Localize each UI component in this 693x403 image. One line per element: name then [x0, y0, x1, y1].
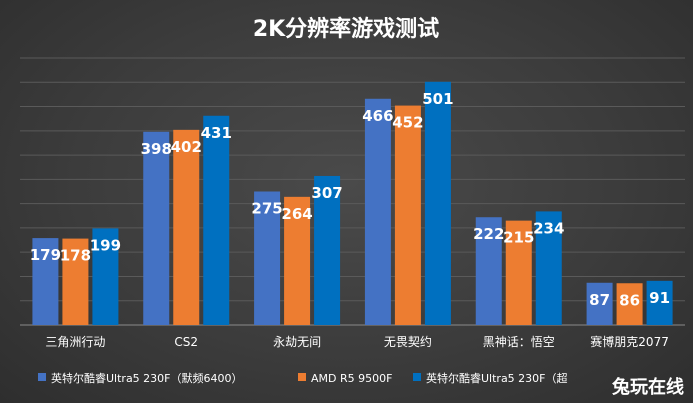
bar: [254, 191, 281, 325]
bar: [505, 220, 532, 325]
bar: [586, 282, 613, 325]
bar: [475, 217, 502, 325]
bar: [616, 283, 643, 325]
data-label: 87: [589, 291, 610, 309]
category-label: 无畏契约: [384, 334, 432, 349]
legend-label: 英特尔酷睿Ultra5 230F（超: [426, 371, 568, 385]
bar: [314, 175, 341, 325]
data-label: 199: [90, 236, 121, 254]
bar: [203, 115, 230, 325]
data-label: 307: [311, 184, 342, 202]
category-label: 永劫无间: [273, 335, 321, 349]
bar: [394, 105, 421, 325]
data-label: 275: [251, 200, 282, 218]
data-label: 91: [649, 289, 670, 307]
bar: [424, 81, 451, 326]
bars: [32, 81, 673, 326]
data-label: 234: [533, 219, 564, 237]
bar: [535, 211, 562, 325]
legend-swatch: [413, 373, 421, 381]
data-label: 398: [141, 140, 172, 158]
category-label: 三角洲行动: [45, 335, 105, 349]
data-label: 178: [60, 247, 91, 265]
bar: [143, 131, 170, 325]
legend: 英特尔酷睿Ultra5 230F（默频6400） AMD R5 9500F 英特尔酷…: [38, 371, 568, 385]
legend-label: 英特尔酷睿Ultra5 230F（默频6400）: [51, 371, 243, 385]
category-label: 黑神话：悟空: [483, 334, 555, 349]
bar: [646, 280, 673, 325]
data-label: 501: [422, 90, 453, 108]
grid-lines: [20, 57, 685, 326]
legend-swatch: [38, 373, 46, 381]
data-label: 215: [503, 229, 534, 247]
chart-title: 2K分辨率游戏测试: [253, 16, 439, 42]
bar: [173, 129, 200, 325]
bar: [92, 228, 119, 325]
data-labels: 1791781993984024312752643074664525012222…: [30, 90, 670, 309]
legend-swatch: [298, 373, 306, 381]
bar: [364, 98, 391, 325]
data-label: 402: [171, 138, 202, 156]
data-label: 452: [392, 114, 423, 132]
bar: [62, 238, 89, 325]
data-label: 86: [619, 291, 640, 309]
legend-label: AMD R5 9500F: [311, 372, 392, 385]
data-label: 222: [473, 225, 504, 243]
category-labels: 三角洲行动 CS2 永劫无间 无畏契约 黑神话：悟空 赛博朋克2077: [45, 334, 668, 349]
data-label: 179: [30, 246, 61, 264]
watermark: 兔玩在线: [611, 376, 684, 398]
data-label: 466: [362, 107, 393, 125]
category-label: CS2: [174, 335, 198, 349]
category-label: 赛博朋克2077: [590, 334, 669, 349]
data-label: 264: [281, 205, 312, 223]
bar: [32, 238, 59, 325]
data-label: 431: [201, 124, 232, 142]
bar: [284, 196, 311, 325]
